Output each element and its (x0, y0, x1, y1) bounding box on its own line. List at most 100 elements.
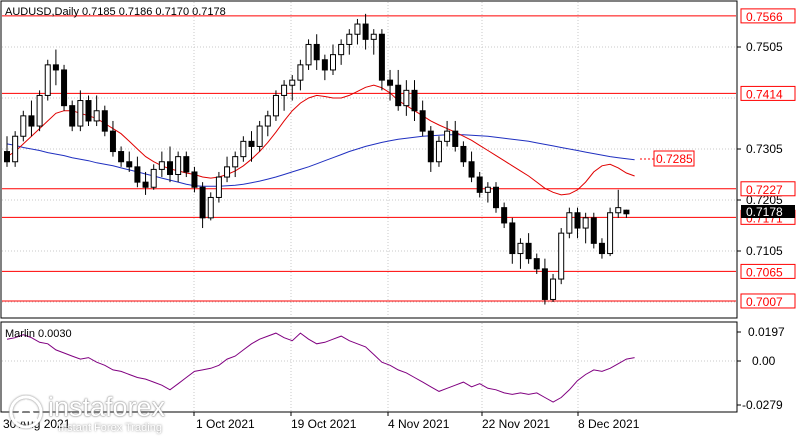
candle (460, 141, 467, 167)
candle (419, 100, 426, 137)
candle (215, 171, 222, 203)
indicator-panel (0, 321, 738, 413)
candle-body (460, 145, 467, 163)
candle (77, 90, 84, 132)
candle (550, 273, 557, 302)
candle-body (346, 33, 353, 45)
candle-body (541, 268, 548, 300)
grid (2, 2, 736, 411)
candle (598, 238, 605, 259)
candle-body (395, 84, 402, 107)
symbol-info: AUDUSD,Daily 0.7185 0.7186 0.7170 0.7178 (5, 6, 226, 18)
indicator-axis: 0.0197 0.00 -0.0279 (737, 325, 785, 412)
candle (85, 95, 92, 127)
candle-body (582, 217, 589, 229)
ma-slow-line (6, 134, 635, 187)
candle-body (387, 79, 394, 86)
candle (541, 258, 548, 305)
candle-body (435, 140, 442, 163)
candle (224, 156, 231, 183)
time-label: 8 Dec 2021 (578, 417, 640, 431)
candle (387, 69, 394, 101)
candle-body (142, 181, 149, 188)
price-tick: 0.7105 (746, 244, 783, 258)
candle (20, 110, 27, 142)
candle (582, 212, 589, 244)
candle-body (118, 151, 125, 163)
candle (607, 207, 614, 257)
svg-text:0.7285: 0.7285 (656, 152, 693, 166)
candle-body (44, 64, 51, 96)
candle-body (598, 242, 605, 255)
candle (126, 151, 133, 172)
candle-body (207, 196, 214, 219)
candle-body (590, 217, 597, 244)
candle (297, 59, 304, 91)
candle-body (240, 140, 247, 158)
candle-body (607, 212, 614, 255)
indicator-label: Marlin 0.0030 (5, 328, 72, 340)
candle (248, 131, 255, 162)
candle (150, 164, 157, 190)
candle (338, 39, 345, 65)
candle-body (558, 232, 565, 280)
candle-body (419, 110, 426, 132)
candle (590, 212, 597, 249)
candle-body (224, 166, 231, 178)
oscillator (6, 332, 635, 403)
candle-body (167, 161, 173, 175)
candle (69, 100, 76, 132)
candle-body (175, 156, 182, 175)
candle-body (517, 242, 524, 255)
candle (330, 44, 336, 76)
time-label: 1 Oct 2021 (196, 417, 255, 431)
candle (395, 69, 402, 111)
candle-body (256, 125, 263, 147)
candle-body (134, 166, 141, 183)
level-box (740, 181, 796, 197)
candle (615, 189, 622, 218)
level-label: 0.7227 (746, 183, 783, 197)
candle (4, 136, 10, 167)
candle (175, 151, 182, 183)
candle (370, 29, 377, 55)
candle (444, 120, 451, 147)
candle (574, 207, 581, 239)
indicator-tick: -0.0279 (742, 398, 783, 412)
candle (109, 120, 116, 157)
candle-body (12, 135, 19, 163)
candle (199, 182, 206, 229)
candle-body (330, 54, 336, 71)
candle (435, 136, 442, 167)
oscillator-line (6, 332, 635, 403)
level-box (740, 293, 796, 309)
candle (313, 34, 320, 70)
candle-body (93, 110, 100, 122)
candle-body (313, 43, 320, 61)
candle-body (427, 130, 434, 163)
candle-body (468, 161, 475, 178)
candle (476, 171, 483, 198)
candle (501, 202, 508, 229)
candle-body (403, 89, 410, 107)
candle (452, 120, 459, 152)
time-label-partial: 30 Aug 2021 (3, 417, 71, 431)
candle (183, 151, 190, 178)
level-label: 0.7065 (746, 265, 783, 279)
candle (281, 80, 288, 111)
candle-body (493, 186, 499, 209)
candle-body (36, 94, 43, 127)
candle-body (476, 176, 483, 193)
candle-body (509, 222, 516, 255)
candle-body (444, 130, 451, 142)
horizontal-levels (2, 15, 736, 302)
candle-body (69, 105, 76, 127)
candle (493, 182, 499, 213)
level-box (740, 263, 796, 279)
candle (142, 171, 149, 195)
candle (191, 166, 198, 193)
candle-body (501, 207, 508, 224)
candle (44, 59, 51, 101)
candle-body (452, 130, 459, 147)
